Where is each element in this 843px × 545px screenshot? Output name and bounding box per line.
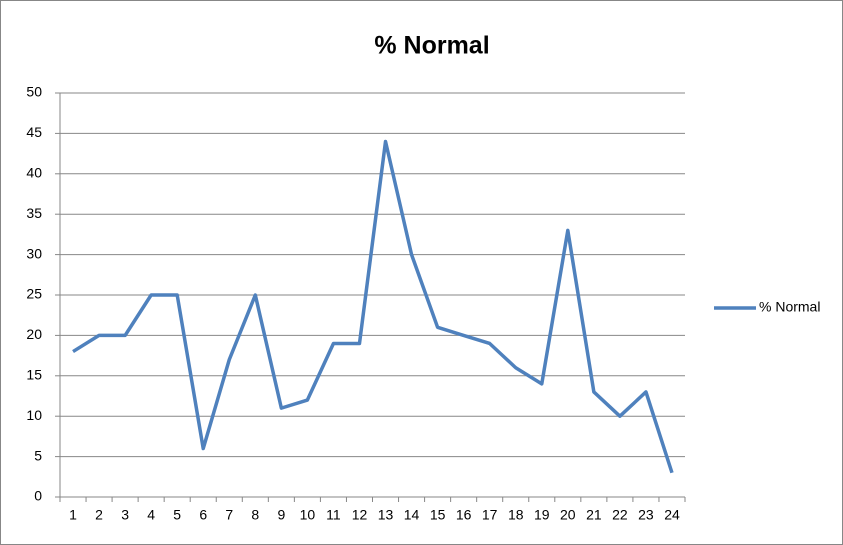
y-tick-label: 30: [26, 245, 42, 261]
x-tick-label: 18: [508, 507, 524, 523]
x-tick-label: 10: [300, 507, 316, 523]
x-tick-label: 12: [352, 507, 368, 523]
x-tick-label: 14: [404, 507, 420, 523]
x-tick-label: 1: [69, 507, 77, 523]
x-tick-label: 4: [147, 507, 155, 523]
data-line: [72, 139, 674, 474]
y-tick-label: 35: [26, 205, 42, 221]
y-tick-label: 45: [26, 124, 42, 140]
x-tick-label: 3: [121, 507, 129, 523]
y-tick-label: 5: [34, 447, 42, 463]
x-tick-label: 8: [251, 507, 259, 523]
x-tick-label: 5: [173, 507, 181, 523]
y-tick-label: 40: [26, 165, 42, 181]
x-tick-label: 16: [456, 507, 472, 523]
legend-label: % Normal: [759, 299, 820, 315]
x-tick-label: 15: [430, 507, 446, 523]
x-tick-label: 22: [612, 507, 628, 523]
x-tick-label: 2: [95, 507, 103, 523]
y-tick-label: 0: [34, 488, 42, 504]
x-tick-label: 13: [378, 507, 394, 523]
x-tick-label: 7: [225, 507, 233, 523]
x-tick-label: 19: [534, 507, 550, 523]
x-tick-label: 6: [199, 507, 207, 523]
y-tick-label: 15: [26, 367, 42, 383]
y-tick-label: 10: [26, 407, 42, 423]
y-tick-label: 20: [26, 326, 42, 342]
x-tick-label: 24: [664, 507, 680, 523]
x-tick-label: 11: [326, 507, 341, 523]
x-tick-label: 21: [586, 507, 602, 523]
x-tick-label: 20: [560, 507, 576, 523]
x-tick-label: 9: [277, 507, 285, 523]
chart-title: % Normal: [374, 32, 489, 60]
x-tick-label: 17: [482, 507, 498, 523]
x-tick-label: 23: [638, 507, 654, 523]
y-tick-label: 25: [26, 286, 42, 302]
y-tick-label: 50: [26, 84, 42, 100]
